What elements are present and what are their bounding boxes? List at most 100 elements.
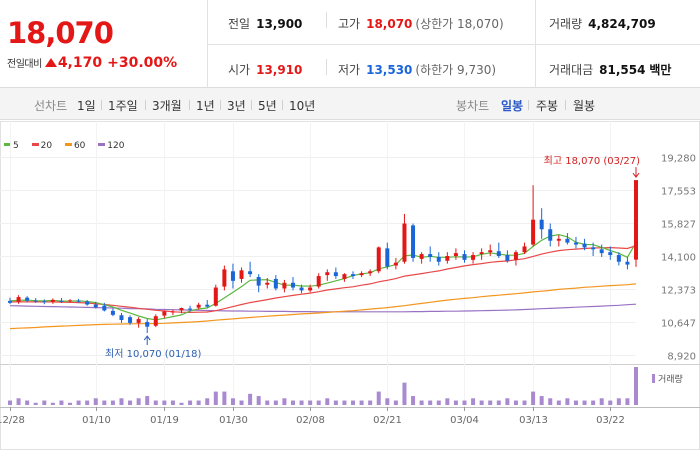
volume-bar	[351, 400, 356, 405]
candle-body	[582, 243, 587, 248]
candle-body	[33, 300, 38, 302]
candle-body	[316, 276, 321, 287]
high-annotation: 최고 18,070 (03/27)	[544, 155, 640, 167]
y-tick-label: 10,647	[661, 319, 696, 330]
divider	[145, 100, 146, 110]
series-line-ma5	[9, 233, 637, 321]
volume-bar	[162, 400, 167, 405]
y-tick-label: 14,100	[661, 253, 696, 264]
legend-label: 120	[107, 141, 125, 151]
volume-bar	[385, 398, 390, 405]
candle-body	[608, 252, 613, 256]
period-5y-button[interactable]: 5년	[258, 99, 277, 113]
prev-close: 전일 13,900	[228, 15, 302, 32]
candle-body	[76, 300, 81, 302]
candlestick-chart[interactable]: 19,280 17,553 15,827 14,100 12,373 10,647 8,92…	[0, 121, 700, 450]
volume-bar	[145, 396, 150, 405]
volume-bar	[33, 402, 38, 405]
volume-bar	[196, 400, 201, 405]
volume-bar	[496, 400, 501, 405]
divider	[189, 100, 190, 110]
candle-body	[205, 304, 210, 307]
period-3m-button[interactable]: 3개월	[152, 99, 182, 113]
candle-body	[136, 319, 141, 323]
legend-item-ma20[interactable]: 20	[31, 141, 53, 151]
legend-label: 60	[73, 141, 86, 151]
volume-bar	[488, 400, 493, 405]
volume-bar	[505, 398, 510, 405]
line-chart-label: 선차트	[34, 99, 68, 113]
y-tick-label: 19,280	[661, 154, 696, 165]
volume-bar	[522, 400, 527, 405]
lower-limit: (하한가 9,730)	[415, 63, 497, 77]
candle-body	[505, 255, 510, 261]
candle-body	[539, 219, 544, 230]
period-3y-button[interactable]: 3년	[227, 99, 246, 113]
candle-daily-button[interactable]: 일봉	[501, 99, 524, 113]
amount-value: 81,554	[599, 63, 646, 77]
candle-body	[93, 304, 98, 308]
x-tick-label: 02/21	[373, 415, 402, 426]
period-selector: 선차트 1일 1주일 3개월 1년 3년 5년 10년 봉차트 일봉 주봉 월봉	[0, 88, 700, 120]
price-chart[interactable]: 19,280 17,553 15,827 14,100 12,373 10,647 8,92…	[0, 121, 700, 450]
trade-amount: 거래대금 81,554 백만	[549, 61, 671, 78]
candle-body	[599, 249, 604, 254]
legend-item-ma120[interactable]: 120	[98, 141, 124, 151]
volume-value: 4,824,709	[588, 17, 656, 31]
divider	[535, 0, 536, 88]
candle-body	[368, 271, 373, 274]
volume-bar	[565, 398, 570, 405]
volume-bar	[368, 400, 373, 405]
low-label: 저가	[338, 63, 361, 77]
candle-body	[25, 297, 30, 301]
period-1w-button[interactable]: 1주일	[108, 99, 138, 113]
legend-label: 5	[13, 141, 19, 151]
candle-body	[179, 307, 184, 311]
candle-body	[573, 242, 578, 245]
candle-body	[50, 299, 55, 302]
candle-body	[308, 287, 313, 291]
x-tick-label: 03/22	[596, 415, 625, 426]
volume-bar	[316, 400, 321, 405]
period-10y-button[interactable]: 10년	[289, 99, 316, 113]
volume-bar	[591, 400, 596, 405]
amount-label: 거래대금	[549, 63, 594, 77]
candle-weekly-button[interactable]: 주봉	[536, 99, 559, 113]
candle-monthly-button[interactable]: 월봉	[573, 99, 596, 113]
candle-body	[462, 254, 467, 260]
up-arrow-icon	[44, 58, 57, 67]
series-line-ma60	[9, 283, 637, 330]
candle-body	[128, 317, 133, 323]
legend-item-ma5[interactable]: 5	[4, 141, 19, 151]
divider	[282, 100, 283, 110]
volume-bar	[453, 400, 458, 405]
y-tick-label: 17,553	[661, 187, 696, 198]
volume-bar	[342, 400, 347, 405]
candle-body	[488, 250, 493, 253]
x-tick-label: 12/28	[0, 415, 25, 426]
volume-bar	[102, 400, 107, 405]
volume-bar	[273, 400, 278, 405]
candle-body	[239, 270, 244, 279]
volume-bar	[42, 400, 47, 405]
candle-body	[616, 255, 621, 262]
volume-bar	[393, 400, 398, 405]
volume-bar	[25, 400, 30, 405]
period-1d-button[interactable]: 1일	[77, 99, 96, 113]
legend-label: 20	[40, 141, 53, 151]
divider	[528, 100, 529, 110]
candle-body	[428, 254, 433, 257]
volume-bar	[599, 398, 604, 405]
y-tick-label: 8,920	[667, 352, 696, 363]
candle-body	[59, 300, 64, 302]
candle-body	[290, 282, 295, 288]
volume-bar	[402, 382, 407, 405]
volume-bar	[376, 391, 381, 405]
candle-body	[8, 300, 12, 303]
candle-body	[42, 301, 47, 303]
candle-body	[376, 247, 381, 272]
candle-body	[479, 252, 484, 255]
period-1y-button[interactable]: 1년	[196, 99, 215, 113]
candle-body	[548, 229, 553, 241]
legend-item-ma60[interactable]: 60	[64, 141, 86, 151]
